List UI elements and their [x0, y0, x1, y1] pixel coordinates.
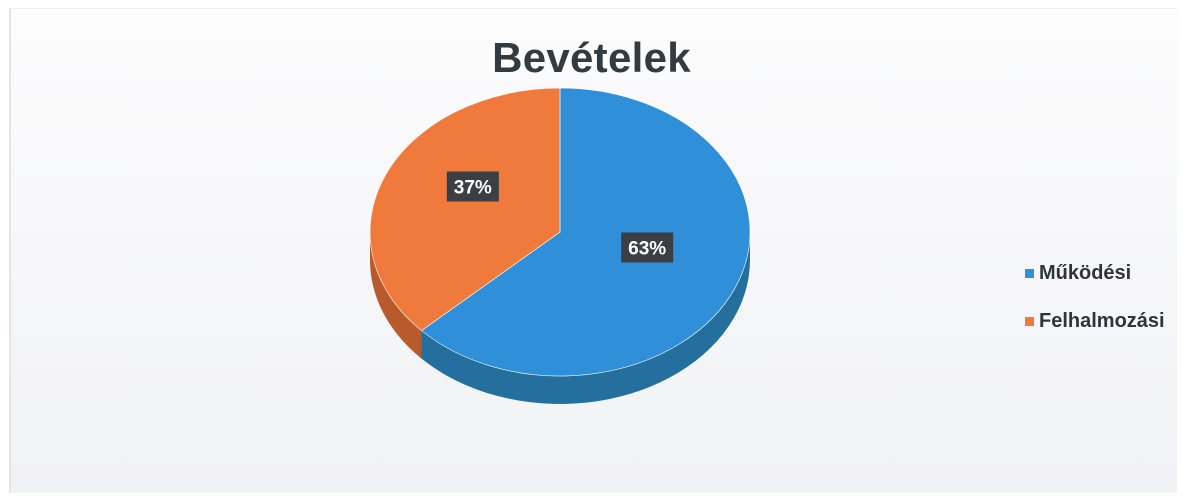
data-label-box-1 [446, 171, 499, 202]
legend-swatch-felhalmozasi [1025, 316, 1034, 326]
legend-item-felhalmozasi: Felhalmozási [1025, 308, 1165, 334]
data-label-1: 37% [454, 178, 492, 199]
pie-side-1 [370, 232, 422, 359]
pie-side-0 [421, 232, 750, 404]
legend-label-mukodesi: Működési [1039, 261, 1132, 284]
legend-label-felhalmozasi: Felhalmozási [1039, 309, 1165, 332]
pie-slice-0 [421, 87, 751, 377]
pie-slice-1 [369, 87, 561, 331]
legend-swatch-mukodesi [1025, 268, 1034, 278]
data-label-box-0 [621, 232, 674, 263]
data-label-0: 63% [628, 239, 666, 260]
legend-item-mukodesi: Működési [1025, 260, 1165, 286]
chart-title: Bevételek [492, 34, 691, 81]
legend: Működési Felhalmozási [1025, 260, 1165, 356]
